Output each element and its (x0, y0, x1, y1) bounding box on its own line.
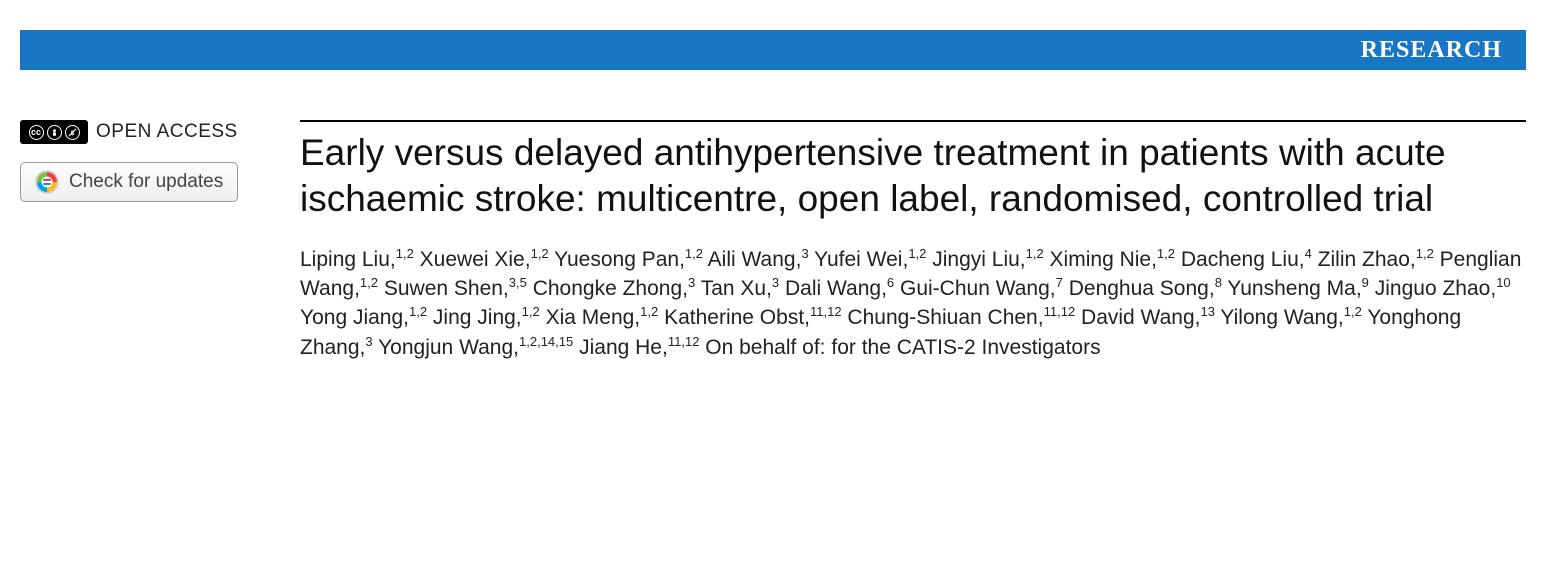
author-list: Liping Liu,1,2 Xuewei Xie,1,2 Yuesong Pa… (300, 245, 1526, 363)
nc-icon: $ (65, 125, 80, 140)
check-updates-button[interactable]: Check for updates (20, 162, 238, 202)
content-row: cc $ OPEN ACCESS (20, 120, 1526, 362)
article-title: Early versus delayed antihypertensive tr… (300, 130, 1526, 223)
check-updates-label: Check for updates (69, 171, 223, 193)
section-banner: RESEARCH (20, 30, 1526, 70)
cc-icon: cc (29, 125, 44, 140)
by-icon (47, 125, 62, 140)
left-column: cc $ OPEN ACCESS (20, 120, 300, 362)
crossmark-icon (35, 170, 59, 194)
open-access-label: OPEN ACCESS (96, 121, 238, 143)
right-column: Early versus delayed antihypertensive tr… (300, 120, 1526, 362)
banner-label: RESEARCH (1361, 37, 1502, 64)
open-access-row: cc $ OPEN ACCESS (20, 120, 280, 144)
cc-license-badge-icon: cc $ (20, 120, 88, 144)
